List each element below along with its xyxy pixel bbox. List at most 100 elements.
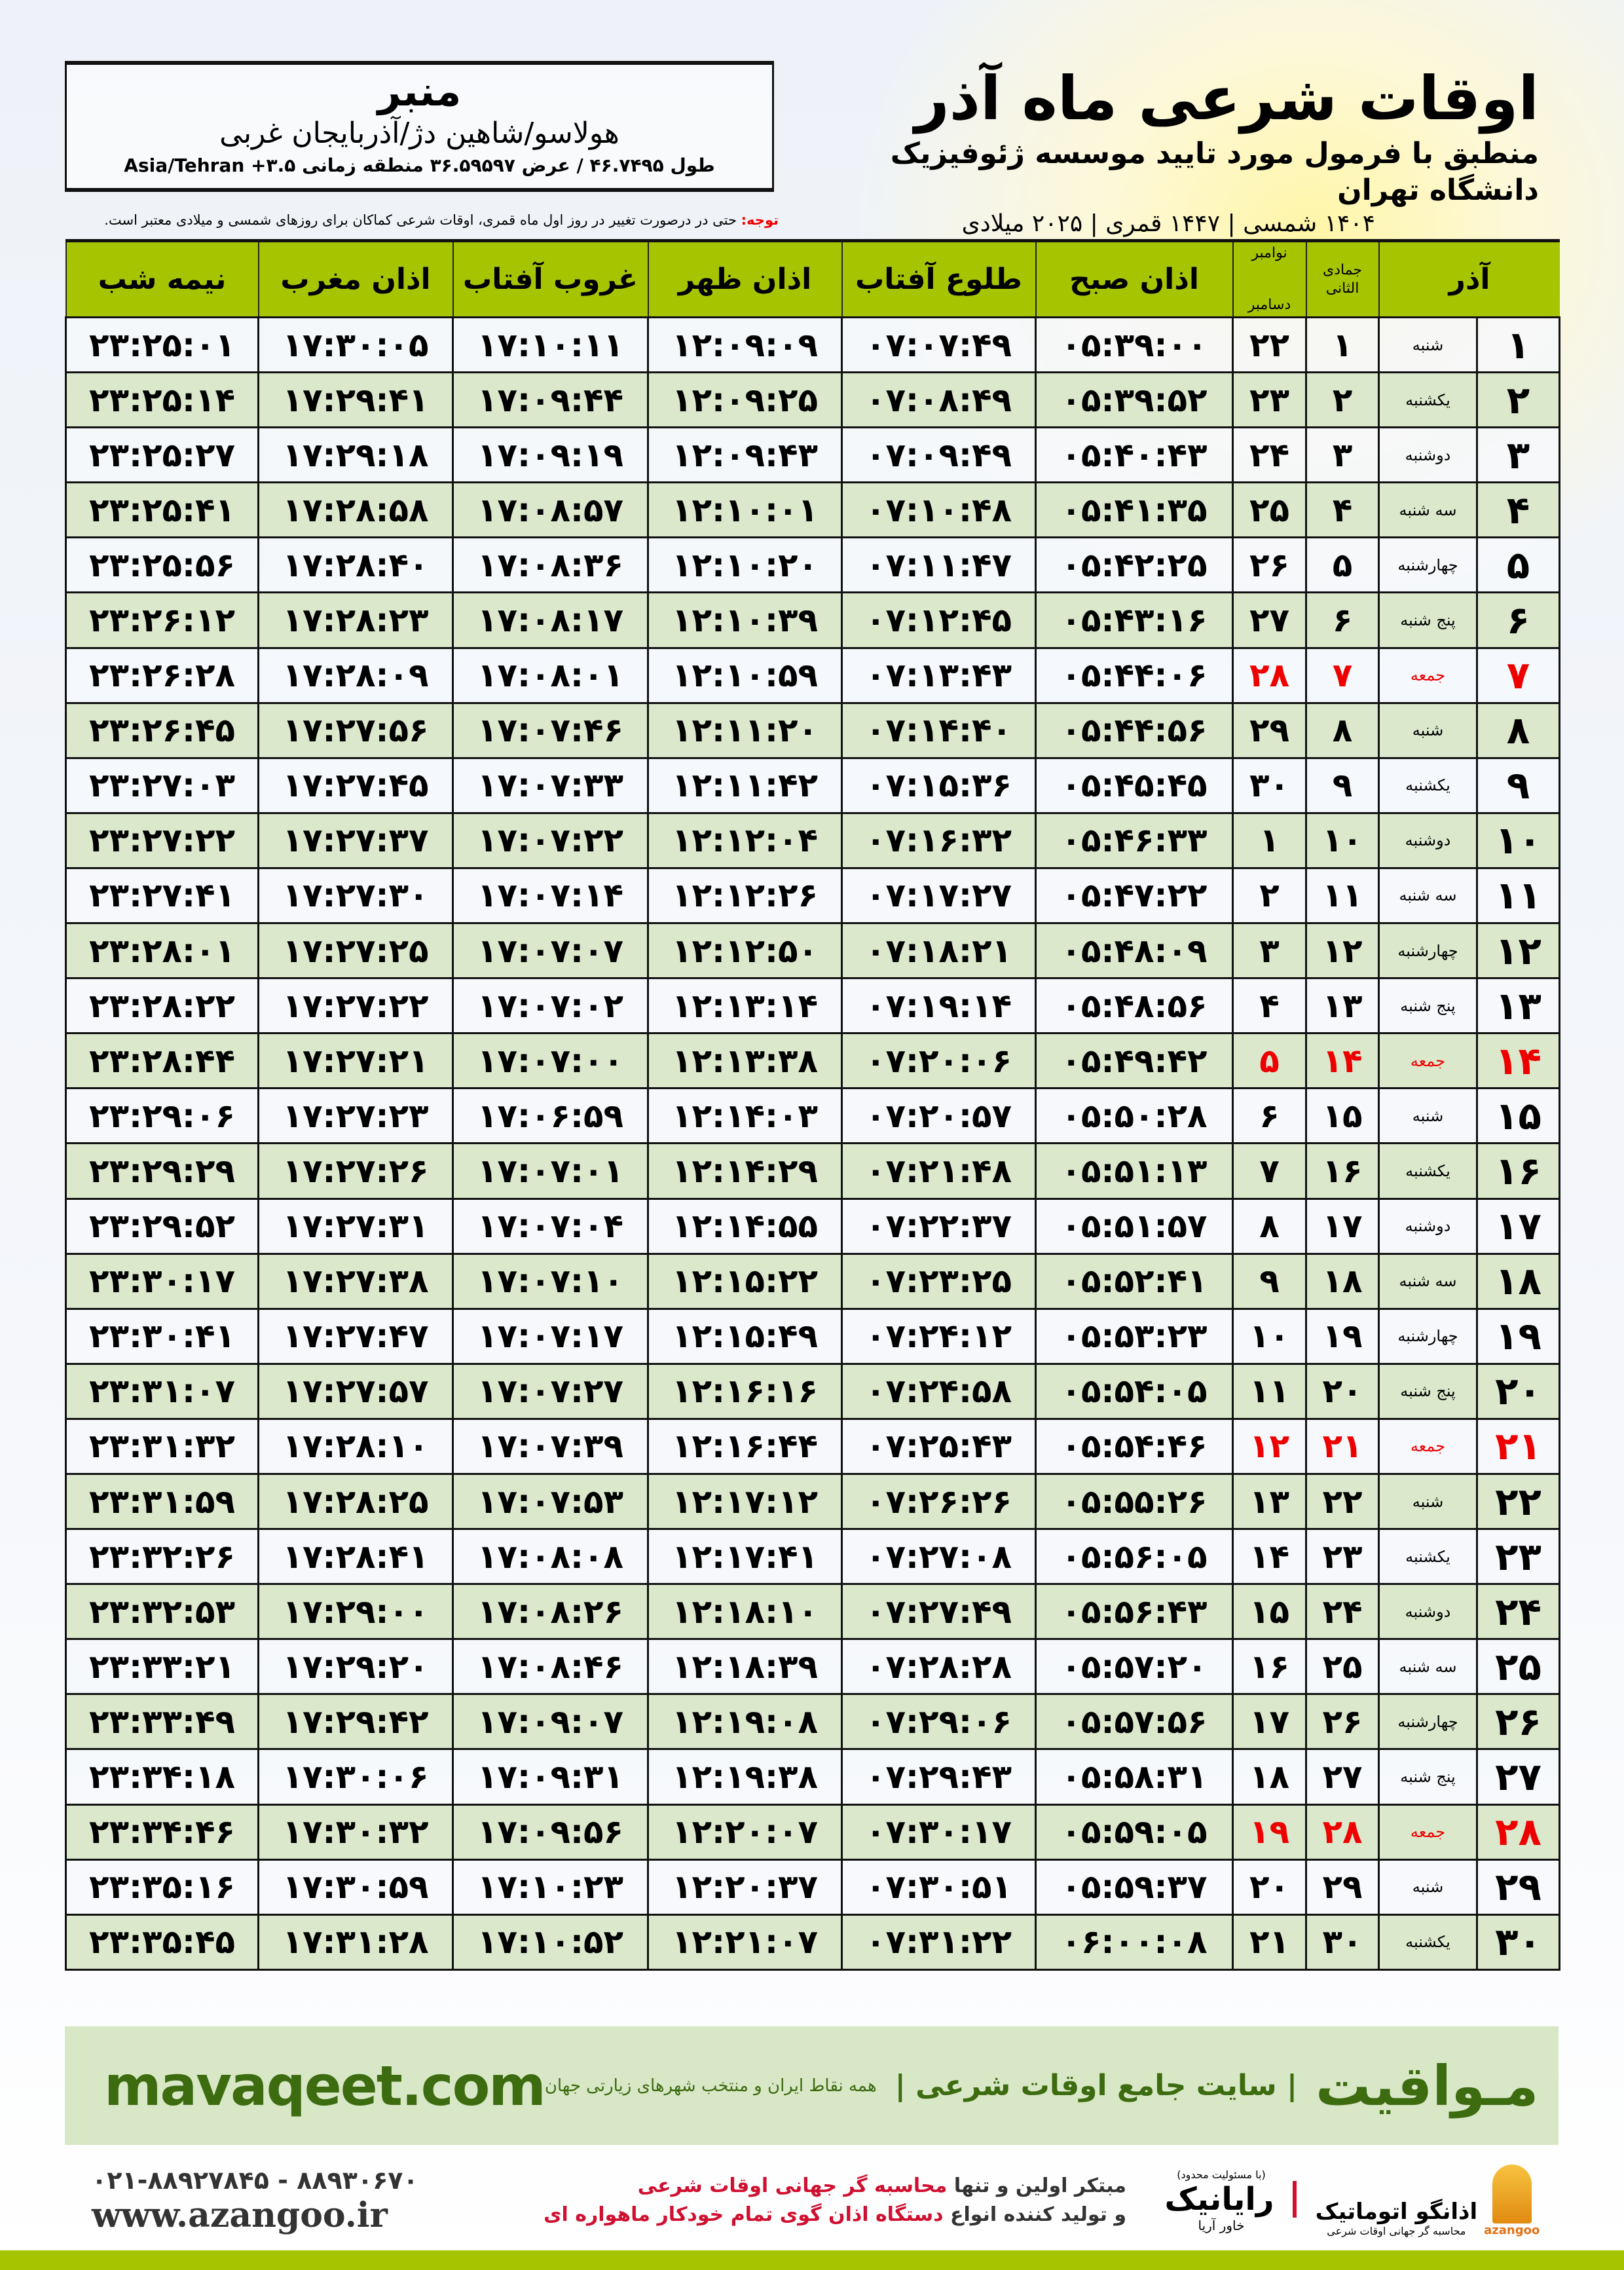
cell-weekday: سه شنبه xyxy=(1378,1252,1478,1310)
cell-weekday: پنج شنبه xyxy=(1378,1748,1478,1806)
cell-ghorub: ۱۷:۱۰:۲۳ xyxy=(452,1858,649,1916)
cell-nimeh: ۲۳:۳۲:۵۳ xyxy=(65,1583,259,1641)
cell-nimeh: ۲۳:۳۳:۴۹ xyxy=(65,1693,259,1751)
cell-nimeh: ۲۳:۲۹:۰۶ xyxy=(65,1087,259,1145)
promo-line1: مبتکر اولین و تنها xyxy=(947,2174,1126,2197)
cell-azar-day: ۱۴ xyxy=(1476,1032,1560,1090)
cell-azar-day: ۱۶ xyxy=(1476,1142,1560,1200)
cell-hijri-day: ۱۹ xyxy=(1305,1307,1380,1365)
cell-ghorub: ۱۷:۰۷:۰۷ xyxy=(452,922,649,980)
cell-weekday: دوشنبه xyxy=(1378,426,1478,484)
cell-weekday: پنج شنبه xyxy=(1378,591,1478,649)
cell-azar-day: ۲۰ xyxy=(1476,1362,1560,1420)
cell-zohr: ۱۲:۱۵:۴۹ xyxy=(647,1307,843,1365)
cell-greg-day: ۱۱ xyxy=(1232,1362,1307,1420)
cell-azar-day: ۴ xyxy=(1476,481,1560,539)
cell-azar-day: ۲ xyxy=(1476,371,1560,429)
cell-greg-day: ۶ xyxy=(1232,1087,1307,1145)
cell-weekday: دوشنبه xyxy=(1378,1197,1478,1255)
cell-ghorub: ۱۷:۰۷:۰۲ xyxy=(452,977,649,1035)
cell-tolu: ۰۷:۲۰:۵۷ xyxy=(841,1087,1037,1145)
brand-row: مـواقیت | سایت جامع اوقات شرعی | همه نقا… xyxy=(545,2054,1539,2118)
cell-tolu: ۰۷:۲۸:۲۸ xyxy=(841,1638,1037,1696)
cell-sobh: ۰۵:۴۰:۴۳ xyxy=(1035,426,1234,484)
mosque-icon xyxy=(1492,2164,1532,2223)
cell-zohr: ۱۲:۲۱:۰۷ xyxy=(647,1913,843,1971)
cell-sobh: ۰۵:۴۴:۵۶ xyxy=(1035,701,1234,759)
cell-tolu: ۰۷:۱۵:۳۶ xyxy=(841,756,1037,814)
cell-zohr: ۱۲:۱۹:۳۸ xyxy=(647,1748,843,1806)
cell-ghorub: ۱۷:۰۹:۵۶ xyxy=(452,1803,649,1861)
brand-logo: مـواقیت xyxy=(1316,2053,1539,2118)
cell-nimeh: ۲۳:۲۵:۵۶ xyxy=(65,536,259,594)
note-label: توجه: xyxy=(741,212,779,228)
cell-zohr: ۱۲:۱۴:۰۳ xyxy=(647,1087,843,1145)
table-row: ۱۲ چهارشنبه ۱۲ ۳ ۰۵:۴۸:۰۹ ۰۷:۱۸:۲۱ ۱۲:۱۲:۵۰ ۱۷:… xyxy=(65,922,1560,980)
cell-ghorub: ۱۷:۰۷:۰۴ xyxy=(452,1197,649,1255)
azangoo-link[interactable]: www.azangoo.ir xyxy=(92,2195,388,2235)
cell-sobh: ۰۵:۵۹:۰۵ xyxy=(1035,1803,1234,1861)
site-link[interactable]: mavaqeet.com xyxy=(104,2053,546,2118)
cell-nimeh: ۲۳:۲۶:۱۲ xyxy=(65,591,259,649)
cell-hijri-day: ۲۰ xyxy=(1305,1362,1380,1420)
cell-zohr: ۱۲:۰۹:۲۵ xyxy=(647,371,843,429)
cell-weekday: جمعه xyxy=(1378,1417,1478,1475)
cell-azar-day: ۲۲ xyxy=(1476,1472,1560,1531)
col-nimeh: نیمه شب xyxy=(65,239,259,318)
cell-sobh: ۰۵:۵۰:۲۸ xyxy=(1035,1087,1234,1145)
cell-tolu: ۰۷:۳۰:۱۷ xyxy=(841,1803,1037,1861)
cell-weekday: شنبه xyxy=(1378,1472,1478,1531)
cell-weekday: جمعه xyxy=(1378,1032,1478,1090)
region-name: هولاسو/شاهین دژ/آذربایجان غربی xyxy=(219,117,619,150)
cell-ghorub: ۱۷:۰۷:۱۰ xyxy=(452,1252,649,1310)
cell-tolu: ۰۷:۳۰:۵۱ xyxy=(841,1858,1037,1916)
cell-maghrib: ۱۷:۲۸:۴۰ xyxy=(257,536,454,594)
cell-hijri-day: ۹ xyxy=(1305,756,1380,814)
cell-ghorub: ۱۷:۱۰:۱۱ xyxy=(452,316,649,374)
cell-greg-day: ۳ xyxy=(1232,922,1307,980)
cell-greg-day: ۵ xyxy=(1232,1032,1307,1090)
cell-sobh: ۰۵:۵۱:۱۳ xyxy=(1035,1142,1234,1200)
cell-maghrib: ۱۷:۳۰:۰۵ xyxy=(257,316,454,374)
cell-tolu: ۰۷:۳۱:۲۲ xyxy=(841,1913,1037,1971)
cell-hijri-day: ۷ xyxy=(1305,646,1380,704)
cell-nimeh: ۲۳:۳۴:۴۶ xyxy=(65,1803,259,1861)
cell-maghrib: ۱۷:۲۸:۰۹ xyxy=(257,646,454,704)
cell-tolu: ۰۷:۰۷:۴۹ xyxy=(841,316,1037,374)
cell-zohr: ۱۲:۱۴:۵۵ xyxy=(647,1197,843,1255)
table-row: ۱۳ پنج شنبه ۱۳ ۴ ۰۵:۴۸:۵۶ ۰۷:۱۹:۱۴ ۱۲:۱۳:۱۴ ۱۷:… xyxy=(65,977,1560,1035)
cell-maghrib: ۱۷:۲۷:۳۸ xyxy=(257,1252,454,1310)
azangoo-name: اذانگو اتوماتیک xyxy=(1315,2198,1478,2225)
cell-nimeh: ۲۳:۳۴:۱۸ xyxy=(65,1748,259,1806)
cell-nimeh: ۲۳:۲۵:۲۷ xyxy=(65,426,259,484)
table-row: ۳۰ یکشنبه ۳۰ ۲۱ ۰۶:۰۰:۰۸ ۰۷:۳۱:۲۲ ۱۲:۲۱:۰۷ ۱۷:۱… xyxy=(65,1913,1560,1971)
cell-sobh: ۰۵:۴۵:۴۵ xyxy=(1035,756,1234,814)
cell-ghorub: ۱۷:۰۷:۳۹ xyxy=(452,1417,649,1475)
year-line: ۱۴۰۴ شمسی | ۱۴۴۷ قمری | ۲۰۲۵ میلادی xyxy=(961,210,1375,237)
cell-maghrib: ۱۷:۲۷:۴۷ xyxy=(257,1307,454,1365)
cell-tolu: ۰۷:۲۷:۴۹ xyxy=(841,1583,1037,1641)
cell-zohr: ۱۲:۰۹:۰۹ xyxy=(647,316,843,374)
cell-sobh: ۰۵:۵۵:۲۶ xyxy=(1035,1472,1234,1531)
coordinates: طول ۴۶.۷۴۹۵ / عرض ۳۶.۵۹۵۹۷ منطقه زمانی ۳… xyxy=(124,155,715,176)
rayanik-sub: خاور آریا xyxy=(1198,2217,1245,2233)
cell-sobh: ۰۶:۰۰:۰۸ xyxy=(1035,1913,1234,1971)
note: توجه: حتی در درصورت تغییر در روز اول ماه… xyxy=(65,211,779,229)
promo-line2: و تولید کننده انواع xyxy=(943,2203,1126,2226)
cell-nimeh: ۲۳:۳۳:۲۱ xyxy=(65,1638,259,1696)
cell-greg-day: ۲ xyxy=(1232,866,1307,925)
promo-line2-highlight: دستگاه اذان گوی تمام خودکار ماهواره ای xyxy=(544,2203,944,2226)
cell-maghrib: ۱۷:۲۷:۳۱ xyxy=(257,1197,454,1255)
rayanik-logo: (با مسئولیت محدود) رایانیک خاور آریا xyxy=(1146,2168,1297,2233)
cell-maghrib: ۱۷:۲۷:۵۷ xyxy=(257,1362,454,1420)
cell-hijri-day: ۱ xyxy=(1305,316,1380,374)
cell-maghrib: ۱۷:۲۹:۱۸ xyxy=(257,426,454,484)
cell-azar-day: ۲۵ xyxy=(1476,1638,1560,1696)
table-row: ۵ چهارشنبه ۵ ۲۶ ۰۵:۴۲:۲۵ ۰۷:۱۱:۴۷ ۱۲:۱۰:۲۰ ۱۷:۰… xyxy=(65,536,1560,594)
cell-hijri-day: ۲۲ xyxy=(1305,1472,1380,1531)
city-name: منبر xyxy=(377,67,462,115)
table-row: ۱۴ جمعه ۱۴ ۵ ۰۵:۴۹:۴۲ ۰۷:۲۰:۰۶ ۱۲:۱۳:۳۸ ۱۷:۰۷:۰… xyxy=(65,1032,1560,1090)
cell-greg-day: ۱۰ xyxy=(1232,1307,1307,1365)
cell-ghorub: ۱۷:۱۰:۵۲ xyxy=(452,1913,649,1971)
cell-weekday: جمعه xyxy=(1378,646,1478,704)
